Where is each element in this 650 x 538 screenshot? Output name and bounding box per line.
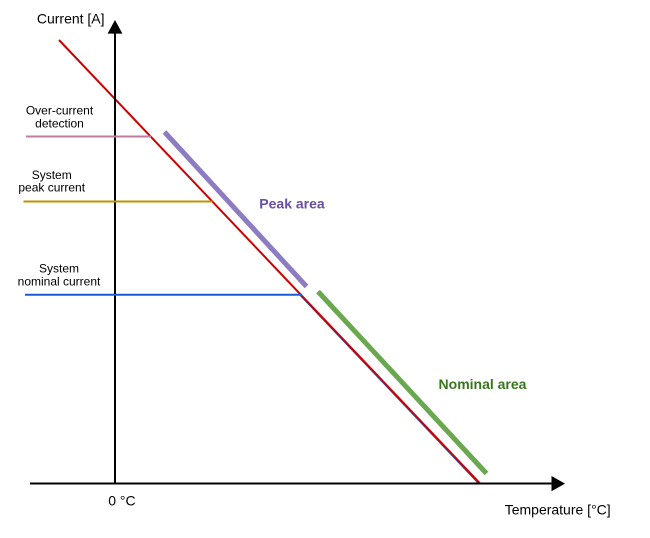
svg-text:Temperature [°C]: Temperature [°C] bbox=[505, 501, 611, 517]
svg-text:0 °C: 0 °C bbox=[108, 493, 135, 509]
svg-text:Nominal area: Nominal area bbox=[439, 376, 527, 392]
svg-text:Peak area: Peak area bbox=[259, 196, 325, 212]
svg-text:detection: detection bbox=[35, 117, 84, 131]
svg-text:Current [A]: Current [A] bbox=[37, 11, 105, 27]
svg-text:System: System bbox=[39, 261, 79, 275]
svg-text:peak current: peak current bbox=[18, 181, 85, 195]
svg-text:Over-current: Over-current bbox=[26, 103, 94, 117]
svg-text:System: System bbox=[32, 168, 72, 182]
svg-text:nominal current: nominal current bbox=[18, 275, 101, 289]
